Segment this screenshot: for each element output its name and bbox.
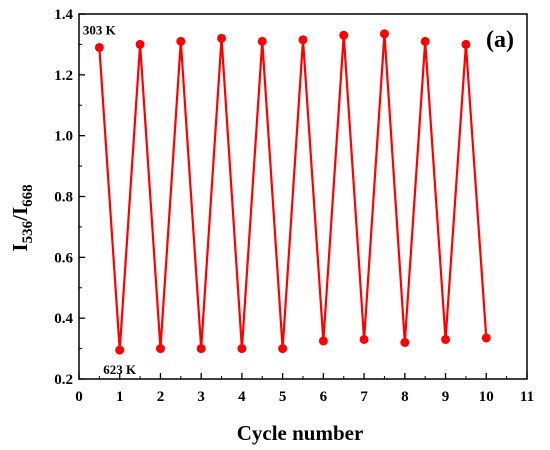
y-tick-label: 1.4 (54, 7, 73, 23)
data-point (115, 345, 125, 355)
x-tick-label: 6 (320, 389, 328, 405)
panel-label: (a) (486, 27, 514, 53)
x-tick-label: 10 (479, 389, 494, 405)
x-axis-title: Cycle number (237, 421, 364, 445)
data-point (94, 42, 104, 52)
y-tick-label: 0.4 (54, 311, 73, 327)
series-line (98, 32, 488, 352)
data-point (379, 29, 389, 39)
data-point (441, 334, 451, 344)
x-tick-label: 4 (238, 389, 246, 405)
y-tick-label: 1.0 (54, 129, 73, 145)
data-point (481, 333, 491, 343)
data-point (257, 36, 267, 46)
x-tick-label: 8 (401, 389, 409, 405)
x-tick-label: 0 (75, 389, 83, 405)
data-point (237, 344, 247, 354)
series-layer (94, 29, 491, 355)
x-tick-label: 5 (279, 389, 287, 405)
x-tick-label: 3 (197, 389, 205, 405)
x-tick-label: 7 (360, 389, 368, 405)
x-tick-label: 11 (520, 389, 534, 405)
data-point (196, 344, 206, 354)
temperature-annotation: 303 K (83, 22, 117, 37)
data-point (176, 36, 186, 46)
data-point (298, 35, 308, 45)
y-tick-label: 0.2 (54, 372, 73, 388)
data-point (400, 338, 410, 347)
y-tick-label: 0.6 (54, 250, 73, 266)
y-axis-title: I536/I668 (8, 184, 36, 251)
x-tick-label: 2 (157, 389, 165, 405)
data-point (339, 30, 349, 40)
data-point (155, 344, 165, 354)
data-point (420, 36, 430, 46)
data-point (461, 39, 471, 49)
x-tick-label: 1 (116, 389, 124, 405)
axes (78, 13, 528, 380)
labels-layer: 0 1 2 3 4 5 6 7 8 9 10 11 0.2 0.4 0.6 0.8 1.0 1.2 1.4 303 K… (54, 7, 534, 405)
data-point (278, 344, 288, 354)
plot-frame (78, 13, 528, 380)
y-tick-label: 0.8 (54, 190, 73, 206)
x-tick-label: 9 (442, 389, 450, 405)
temperature-annotation: 623 K (103, 362, 137, 377)
data-point (135, 39, 145, 49)
y-tick-label: 1.2 (54, 68, 73, 84)
data-point (217, 33, 227, 43)
data-point (359, 334, 369, 344)
data-point (318, 336, 328, 346)
